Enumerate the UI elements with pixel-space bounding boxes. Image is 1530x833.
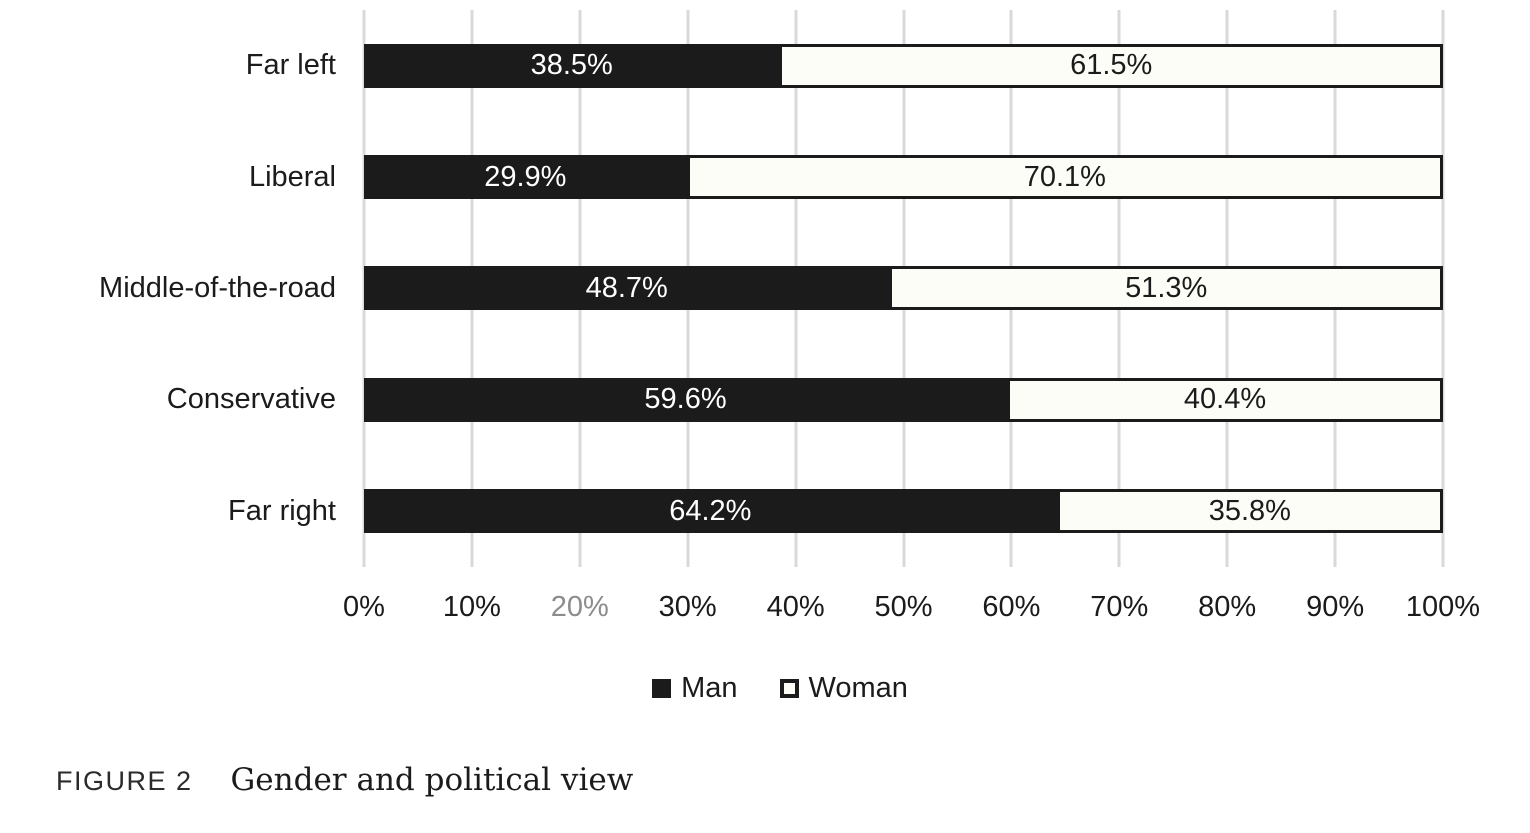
- man-segment: 64.2%: [364, 489, 1057, 534]
- figure-number: FIGURE 2: [56, 766, 193, 796]
- woman-value-label: 51.3%: [1125, 271, 1208, 304]
- legend: Man Woman: [0, 672, 1530, 705]
- man-value-label: 38.5%: [530, 49, 613, 82]
- man-value-label: 48.7%: [585, 271, 668, 304]
- woman-segment: 51.3%: [889, 266, 1443, 311]
- man-segment: 59.6%: [364, 377, 1008, 422]
- gridline-100%: [1441, 10, 1445, 567]
- stacked-bar: 59.6% 40.4%: [364, 377, 1443, 422]
- x-tick-20%: 20%: [550, 591, 609, 623]
- bar-row-4: 64.2% 35.8%: [364, 456, 1443, 567]
- x-tick-50%: 50%: [874, 591, 933, 623]
- bar-row-0: 38.5% 61.5%: [364, 10, 1443, 121]
- category-label-1: Liberal: [248, 160, 336, 193]
- legend-label-woman: Woman: [808, 672, 908, 704]
- woman-value-label: 40.4%: [1183, 383, 1267, 416]
- category-label-2: Middle-of-the-road: [99, 271, 336, 304]
- man-value-label: 59.6%: [644, 383, 727, 416]
- plot-area: 38.5% 61.5% 29.9% 70.1% 48.7% 51.3% 59.6% 40.4%…: [362, 10, 1445, 567]
- x-tick-60%: 60%: [982, 591, 1041, 623]
- woman-value-label: 61.5%: [1070, 49, 1153, 82]
- man-segment: 38.5%: [364, 43, 780, 88]
- x-tick-30%: 30%: [658, 591, 717, 623]
- woman-segment: 70.1%: [686, 155, 1443, 200]
- man-segment: 48.7%: [364, 266, 890, 311]
- woman-segment: 35.8%: [1056, 489, 1443, 534]
- figure-title: Gender and political view: [230, 762, 634, 798]
- category-label-3: Conservative: [166, 383, 336, 416]
- bar-row-2: 48.7% 51.3%: [364, 233, 1443, 344]
- woman-value-label: 35.8%: [1208, 494, 1291, 527]
- man-value-label: 64.2%: [669, 494, 752, 527]
- x-tick-70%: 70%: [1090, 591, 1149, 623]
- stacked-bar: 29.9% 70.1%: [364, 155, 1443, 200]
- x-tick-10%: 10%: [442, 591, 501, 623]
- stacked-bar: 64.2% 35.8%: [364, 489, 1443, 534]
- x-tick-100%: 100%: [1405, 591, 1481, 623]
- category-axis: Far left Liberal Middle-of-the-road Conserv…: [0, 10, 350, 567]
- woman-swatch-icon: [779, 679, 799, 698]
- x-tick-0%: 0%: [343, 591, 385, 623]
- legend-item-woman: Woman: [779, 672, 908, 705]
- legend-item-man: Man: [652, 672, 738, 705]
- man-segment: 29.9%: [364, 155, 687, 200]
- category-label-4: Far right: [228, 494, 336, 527]
- figure-caption: FIGURE 2 Gender and political view: [56, 762, 633, 798]
- stacked-bar: 38.5% 61.5%: [364, 43, 1443, 88]
- woman-segment: 61.5%: [779, 43, 1443, 88]
- category-label-0: Far left: [245, 49, 336, 82]
- man-value-label: 29.9%: [484, 160, 567, 193]
- woman-segment: 40.4%: [1007, 377, 1443, 422]
- x-tick-40%: 40%: [766, 591, 825, 623]
- man-swatch-icon: [652, 679, 672, 698]
- x-tick-90%: 90%: [1306, 591, 1365, 623]
- x-tick-80%: 80%: [1198, 591, 1257, 623]
- bar-row-3: 59.6% 40.4%: [364, 344, 1443, 455]
- bar-row-1: 29.9% 70.1%: [364, 121, 1443, 232]
- woman-value-label: 70.1%: [1023, 160, 1106, 193]
- stacked-bar: 48.7% 51.3%: [364, 266, 1443, 311]
- legend-label-man: Man: [681, 672, 738, 704]
- x-axis: 0% 10% 20% 30% 40% 50% 60% 70% 80% 90% 100%: [343, 586, 1480, 628]
